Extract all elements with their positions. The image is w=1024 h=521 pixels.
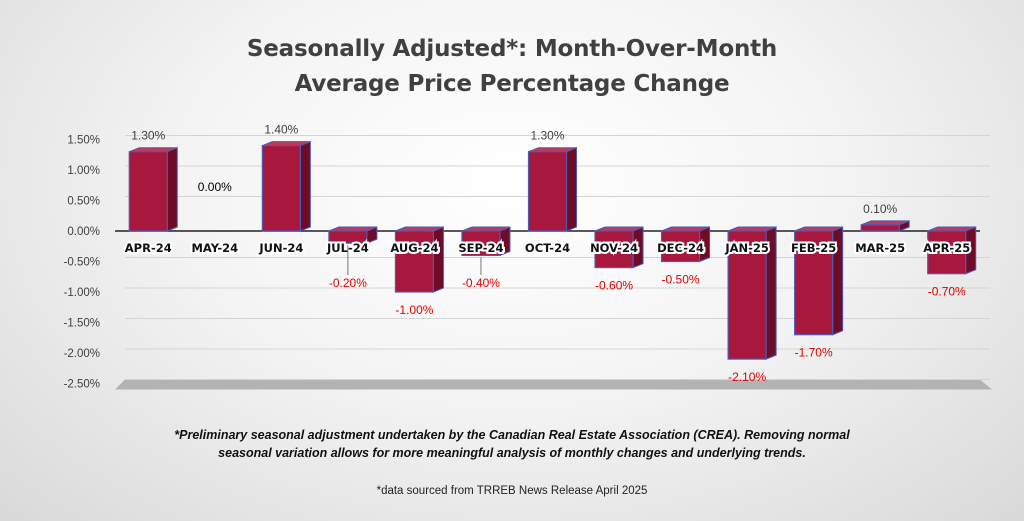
bar <box>527 151 568 232</box>
x-tick-label: NOV-24 <box>590 241 638 255</box>
bar-top <box>129 147 178 153</box>
data-label: 0.10% <box>863 202 897 216</box>
bar <box>727 230 767 360</box>
chart-title: Seasonally Adjusted*: Month-Over-Month <box>246 36 778 62</box>
x-tick-label: FEB-25 <box>791 241 836 255</box>
bar-top <box>927 226 976 232</box>
data-label: -0.70% <box>928 285 966 299</box>
bar-side <box>566 146 577 232</box>
y-tick-label: 1.50% <box>67 135 100 147</box>
bar-top <box>528 147 577 153</box>
data-label: -1.00% <box>395 303 433 317</box>
data-label: 1.30% <box>131 129 165 143</box>
bar <box>794 230 834 336</box>
bar-top <box>262 141 311 147</box>
y-tick-label: -0.50% <box>64 257 100 269</box>
x-tick-label: OCT-24 <box>525 241 570 255</box>
source-note: *data sourced from TRREB News Release Ap… <box>376 485 648 497</box>
bar <box>261 145 301 232</box>
data-label: 0.00% <box>198 180 232 194</box>
bar <box>328 230 368 244</box>
y-tick-label: 0.00% <box>67 226 100 238</box>
bar <box>860 224 900 232</box>
bar-top <box>661 226 710 232</box>
bar-top <box>794 226 843 232</box>
y-tick-label: -1.00% <box>64 287 100 299</box>
chart-subtitle: Average Price Percentage Change <box>294 71 730 97</box>
data-label: -2.10% <box>728 370 766 384</box>
x-tick-label: AUG-24 <box>390 241 438 255</box>
bar-top <box>861 220 910 226</box>
bar <box>660 230 701 263</box>
data-label: 1.40% <box>264 123 298 137</box>
y-tick-label: 1.00% <box>67 165 100 177</box>
chart-floor <box>115 379 992 390</box>
y-tick-label: -2.50% <box>64 379 100 391</box>
footnote-line-1: *Preliminary seasonal adjustment underta… <box>174 428 850 442</box>
bar <box>394 230 435 293</box>
bar <box>927 230 967 275</box>
footnote-line-2: seasonal variation allows for more meani… <box>218 446 806 460</box>
bar-top <box>461 226 511 232</box>
y-tick-label: -2.00% <box>64 348 100 360</box>
x-tick-label: MAR-25 <box>855 241 905 255</box>
y-tick-label: 0.50% <box>67 196 100 208</box>
bar-side <box>166 146 178 232</box>
data-label: -0.60% <box>595 279 633 293</box>
bar-top <box>395 226 444 232</box>
x-tick-label: MAY-24 <box>191 241 238 255</box>
data-label: -0.40% <box>462 276 500 290</box>
data-label: 1.30% <box>530 129 564 143</box>
bar-side <box>432 226 444 293</box>
bar-top <box>594 226 644 232</box>
bar-top <box>328 226 378 232</box>
bar <box>594 230 634 269</box>
bar <box>461 230 501 256</box>
x-tick-label: SEP-24 <box>458 241 503 255</box>
x-tick-label: APR-25 <box>923 241 970 255</box>
y-tick-label: -1.50% <box>64 318 100 330</box>
data-label: -0.50% <box>662 273 700 287</box>
x-tick-label: JUN-24 <box>258 241 303 255</box>
data-label: -1.70% <box>795 346 833 360</box>
x-tick-label: DEC-24 <box>657 241 704 255</box>
bar-side <box>299 140 311 232</box>
x-tick-label: APR-24 <box>125 241 172 255</box>
x-tick-label: JAN-25 <box>724 241 769 255</box>
bar <box>128 151 168 232</box>
bar-chart: 1.50% 1.00% 0.50% 0.00% -0.50% -1.00% -1.50% -2… <box>64 123 992 391</box>
data-label: -0.20% <box>329 276 367 290</box>
